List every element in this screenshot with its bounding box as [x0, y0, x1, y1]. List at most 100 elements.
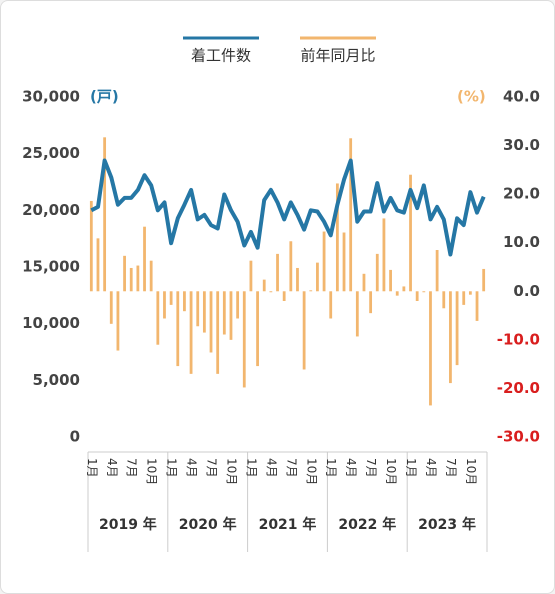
bar: [322, 231, 326, 292]
bar: [156, 291, 160, 345]
y2-tick-label: 0.0: [513, 282, 540, 300]
x-tick-label: 4月: [264, 458, 278, 478]
bar: [202, 291, 206, 333]
bar: [422, 291, 426, 293]
bar: [276, 253, 279, 292]
bar: [169, 291, 173, 305]
bar: [475, 291, 479, 321]
y2-tick-label: -30.0: [497, 428, 540, 446]
bar: [369, 291, 373, 314]
x-tick-label: 1月: [165, 458, 179, 478]
x-tick-label: 7月: [364, 458, 378, 478]
bar: [96, 238, 100, 292]
bar: [89, 200, 93, 292]
y-tick-label: 10,000: [22, 314, 80, 332]
bar: [435, 250, 439, 292]
y-tick-label: 0: [70, 428, 80, 446]
bar: [395, 291, 399, 296]
bar: [229, 291, 233, 340]
line: [90, 158, 486, 257]
bar: [183, 291, 186, 312]
legend-label: 前年同月比: [300, 47, 375, 65]
bar: [123, 255, 126, 292]
x-tick-label: 7月: [125, 458, 139, 478]
x-tick-label: 1月: [324, 458, 338, 478]
bar: [309, 290, 313, 292]
x-tick-label: 7月: [205, 458, 219, 478]
y-tick-label: 5,000: [33, 371, 80, 389]
bar: [442, 291, 446, 309]
bar: [355, 291, 359, 337]
bar: [116, 291, 120, 351]
bar: [242, 291, 246, 388]
bar: [382, 218, 386, 292]
bar: [269, 291, 273, 293]
year-label: 2023 年: [418, 516, 476, 533]
x-tick-label: 7月: [284, 458, 298, 478]
bar: [176, 291, 180, 367]
bar: [209, 291, 213, 353]
bar: [302, 291, 306, 370]
x-tick-label: 10月: [224, 458, 238, 485]
bar: [335, 183, 339, 292]
bar: [143, 226, 146, 292]
bar: [342, 232, 346, 292]
x-tick-label: 1月: [404, 458, 418, 478]
bar: [103, 137, 107, 292]
y-tick-label: 15,000: [22, 258, 80, 276]
bar: [429, 291, 432, 406]
y-tick-label: 30,000: [22, 88, 80, 106]
bar: [409, 174, 412, 292]
x-tick-label: 4月: [424, 458, 438, 478]
x-tick-label: 4月: [105, 458, 119, 478]
bar: [482, 268, 486, 292]
bar: [329, 291, 333, 319]
bar: [136, 265, 140, 292]
x-tick-label: 4月: [185, 458, 199, 478]
x-tick-label: 4月: [344, 458, 358, 478]
bar: [282, 291, 286, 301]
bar: [196, 291, 200, 327]
bar: [349, 138, 353, 292]
legend-label: 着工件数: [191, 47, 251, 65]
y-tick-label: 20,000: [22, 201, 80, 219]
bar: [415, 291, 419, 301]
bar: [249, 260, 253, 292]
y2-unit: (%): [457, 88, 486, 106]
bar: [468, 291, 472, 295]
bar: [189, 291, 193, 374]
bar: [296, 267, 299, 292]
bar: [222, 291, 226, 335]
x-tick-label: 7月: [444, 458, 458, 478]
bar: [455, 291, 459, 366]
y-tick-label: 25,000: [22, 144, 80, 162]
bar: [375, 253, 379, 292]
year-label: 2020 年: [179, 516, 237, 533]
bar: [129, 267, 133, 292]
y2-tick-label: 20.0: [503, 185, 540, 203]
bar: [389, 269, 392, 292]
bar: [109, 291, 113, 324]
bar: [449, 291, 452, 384]
y2-tick-label: 10.0: [503, 233, 540, 251]
x-tick-label: 10月: [384, 458, 398, 485]
x-tick-label: 10月: [464, 458, 478, 485]
bar: [362, 273, 366, 292]
y2-tick-label: -10.0: [497, 330, 540, 348]
y2-tick-label: 30.0: [503, 136, 540, 154]
x-tick-label: 1月: [244, 458, 258, 478]
bar: [262, 279, 266, 292]
bar: [236, 291, 240, 319]
bar: [149, 260, 153, 292]
bar: [289, 241, 293, 292]
y2-tick-label: -20.0: [497, 379, 540, 397]
y-unit: (戸): [90, 88, 119, 106]
year-label: 2022 年: [338, 516, 396, 533]
year-label: 2019 年: [99, 516, 157, 533]
x-tick-label: 1月: [85, 458, 99, 478]
x-tick-label: 10月: [304, 458, 318, 485]
y2-tick-label: 40.0: [503, 88, 540, 106]
bar: [316, 262, 319, 292]
